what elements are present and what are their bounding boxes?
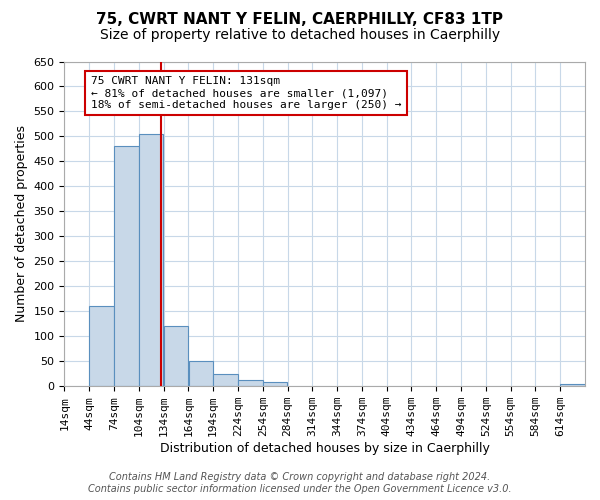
Text: 75, CWRT NANT Y FELIN, CAERPHILLY, CF83 1TP: 75, CWRT NANT Y FELIN, CAERPHILLY, CF83 … <box>97 12 503 28</box>
Bar <box>263 382 287 386</box>
Bar <box>238 380 263 386</box>
Bar <box>139 134 163 386</box>
Bar <box>164 326 188 386</box>
Text: 75 CWRT NANT Y FELIN: 131sqm
← 81% of detached houses are smaller (1,097)
18% of: 75 CWRT NANT Y FELIN: 131sqm ← 81% of de… <box>91 76 401 110</box>
Text: Contains HM Land Registry data © Crown copyright and database right 2024.
Contai: Contains HM Land Registry data © Crown c… <box>88 472 512 494</box>
X-axis label: Distribution of detached houses by size in Caerphilly: Distribution of detached houses by size … <box>160 442 490 455</box>
Bar <box>188 361 213 386</box>
Text: Size of property relative to detached houses in Caerphilly: Size of property relative to detached ho… <box>100 28 500 42</box>
Bar <box>89 306 114 386</box>
Y-axis label: Number of detached properties: Number of detached properties <box>15 126 28 322</box>
Bar <box>214 374 238 386</box>
Bar <box>114 146 139 386</box>
Bar <box>560 384 585 386</box>
